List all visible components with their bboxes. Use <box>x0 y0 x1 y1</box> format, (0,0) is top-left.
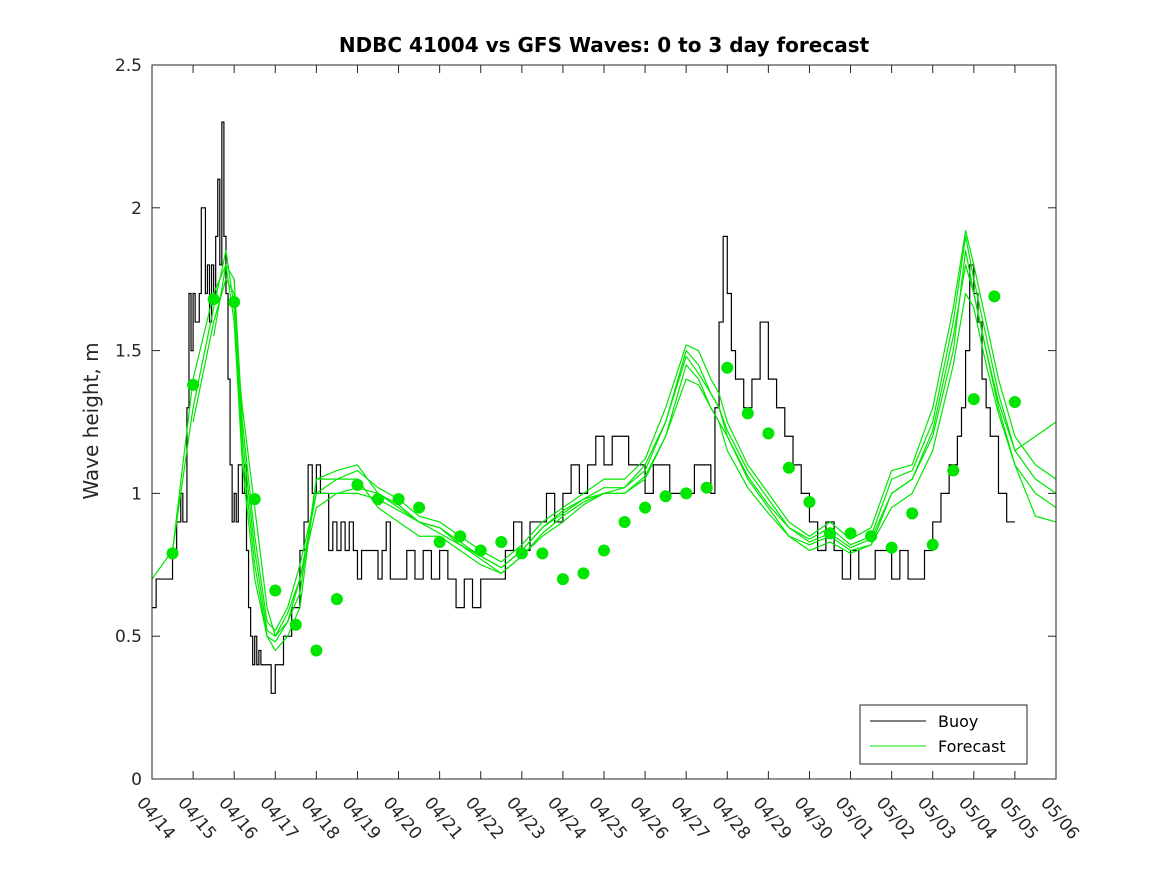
legend-box <box>859 704 1028 765</box>
x-tick-label: 04/29 <box>749 793 796 843</box>
forecast-marker <box>947 464 960 477</box>
forecast-marker <box>844 527 857 540</box>
x-tick-label: 04/23 <box>502 793 549 843</box>
y-tick-label: 0 <box>131 770 142 790</box>
forecast-marker <box>515 547 528 560</box>
forecast-marker <box>207 293 220 306</box>
forecast-marker <box>310 644 323 657</box>
forecast-marker <box>988 290 1001 303</box>
x-tick-label: 04/28 <box>707 793 754 843</box>
x-tick-label: 04/18 <box>297 793 344 843</box>
forecast-marker <box>967 393 980 406</box>
forecast-marker <box>577 567 590 580</box>
axes <box>151 64 1057 780</box>
forecast-marker <box>495 535 508 548</box>
x-tick-label: 04/22 <box>461 793 508 843</box>
x-tick-label: 04/30 <box>790 793 837 843</box>
plot-area <box>152 121 1056 694</box>
x-tick-label: 04/17 <box>255 793 302 843</box>
forecast-marker <box>454 530 467 543</box>
forecast-marker <box>865 530 878 543</box>
x-tick-label: 04/21 <box>420 793 467 843</box>
forecast-marker <box>639 501 652 514</box>
x-tick-label: 04/19 <box>338 793 385 843</box>
forecast-marker <box>269 584 282 597</box>
x-tick-label: 05/06 <box>1036 793 1083 843</box>
forecast-marker <box>351 478 364 491</box>
y-tick-label: 2 <box>131 199 142 219</box>
forecast-run-line-5 <box>233 292 1056 637</box>
x-tick-label: 04/20 <box>379 793 426 843</box>
legend-buoy-label: Buoy <box>938 712 978 731</box>
forecast-marker <box>618 515 631 528</box>
forecast-marker <box>187 378 200 391</box>
x-tick-label: 04/26 <box>625 793 672 843</box>
forecast-marker <box>536 547 549 560</box>
x-tick-label: 04/16 <box>214 793 261 843</box>
forecast-marker <box>372 493 384 506</box>
x-tick-label: 04/24 <box>543 793 590 843</box>
x-tick-label: 05/01 <box>831 793 878 843</box>
forecast-marker <box>680 487 693 500</box>
forecast-marker <box>782 461 795 474</box>
forecast-marker <box>433 535 446 548</box>
chart-title: NDBC 41004 vs GFS Waves: 0 to 3 day fore… <box>339 33 870 57</box>
forecast-marker <box>248 493 261 506</box>
forecast-marker <box>824 527 836 540</box>
forecast-marker <box>659 490 672 503</box>
x-tick-label: 05/02 <box>872 793 919 843</box>
axes-box <box>151 64 1057 780</box>
x-tick-label: 04/27 <box>666 793 713 843</box>
forecast-marker <box>762 427 775 440</box>
x-tick-label: 05/03 <box>913 793 960 843</box>
y-tick-label: 0.5 <box>115 627 142 647</box>
y-tick-label: 1 <box>131 484 142 504</box>
forecast-marker <box>1008 396 1021 409</box>
forecast-marker <box>556 573 569 586</box>
y-tick-label: 1.5 <box>115 342 142 362</box>
forecast-marker <box>413 501 426 514</box>
forecast-marker <box>228 296 241 309</box>
forecast-run-line-3 <box>192 230 1056 637</box>
x-tick-label: 05/05 <box>995 793 1042 843</box>
forecast-run-line-2 <box>171 235 1056 643</box>
buoy-series-line <box>152 121 1015 694</box>
x-tick-label: 05/04 <box>954 793 1001 843</box>
forecast-marker <box>289 618 302 631</box>
x-tick-label: 04/14 <box>132 793 179 843</box>
forecast-run-line-4 <box>213 264 1056 632</box>
y-tick-label: 2.5 <box>115 56 142 76</box>
forecast-marker <box>598 544 610 557</box>
forecast-marker <box>721 361 734 374</box>
forecast-marker <box>741 407 754 420</box>
legend: Buoy Forecast <box>859 704 1028 765</box>
forecast-marker <box>906 507 919 520</box>
forecast-marker <box>926 538 939 551</box>
forecast-marker <box>392 493 405 506</box>
y-axis-label: Wave height, m <box>79 342 103 499</box>
forecast-marker <box>700 481 713 494</box>
legend-forecast-label: Forecast <box>938 737 1006 756</box>
x-tick-label: 04/15 <box>173 793 220 843</box>
forecast-marker <box>803 495 816 508</box>
forecast-marker <box>885 541 898 554</box>
forecast-marker <box>166 547 179 560</box>
forecast-marker <box>330 593 343 606</box>
forecast-marker <box>474 544 487 557</box>
x-tick-label: 04/25 <box>584 793 631 843</box>
